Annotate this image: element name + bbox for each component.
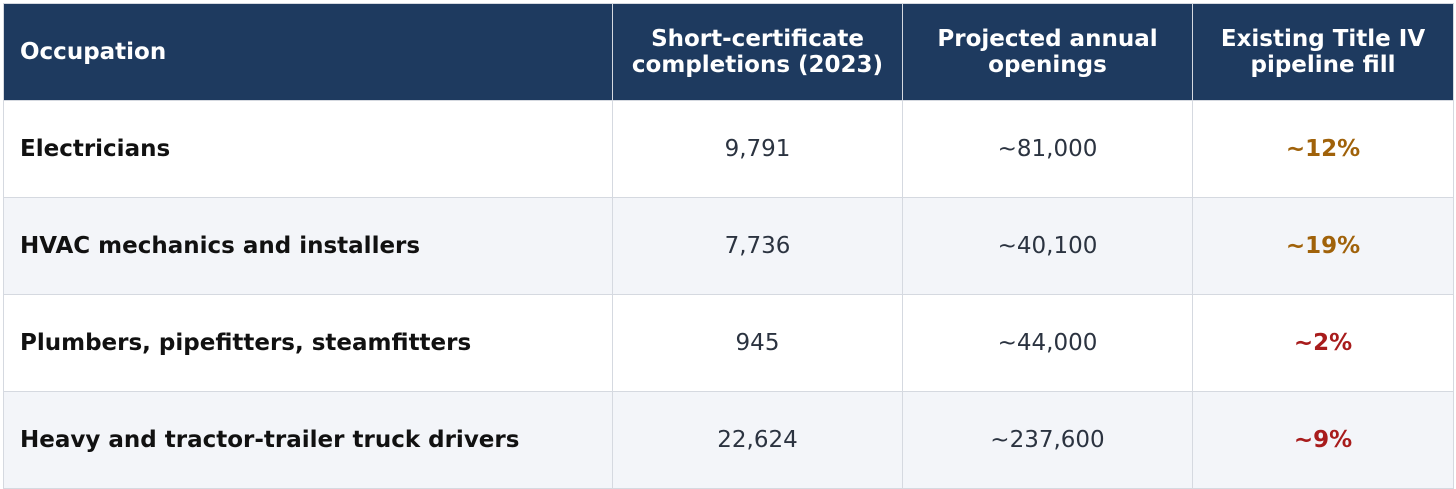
occupation-cell: Plumbers, pipefitters, steamfitters xyxy=(3,294,613,392)
openings-cell: ~40,100 xyxy=(902,197,1193,295)
table-row: Electricians 9,791 ~81,000 ~12% xyxy=(3,100,1454,198)
header-row: Occupation Short-certificate completions… xyxy=(3,3,1454,101)
openings-cell: ~81,000 xyxy=(902,100,1193,198)
table-row: Heavy and tractor-trailer truck drivers … xyxy=(3,391,1454,489)
data-table: Occupation Short-certificate completions… xyxy=(3,3,1454,489)
pipeline-fill-cell: ~9% xyxy=(1192,391,1454,489)
completions-cell: 22,624 xyxy=(612,391,903,489)
completions-cell: 7,736 xyxy=(612,197,903,295)
header-cell: Existing Title IV pipeline fill xyxy=(1192,3,1454,101)
header-cell: Occupation xyxy=(3,3,613,101)
occupation-cell: HVAC mechanics and installers xyxy=(3,197,613,295)
openings-cell: ~44,000 xyxy=(902,294,1193,392)
completions-cell: 945 xyxy=(612,294,903,392)
pipeline-fill-cell: ~12% xyxy=(1192,100,1454,198)
header-cell: Projected annual openings xyxy=(902,3,1193,101)
header-cell: Short-certificate completions (2023) xyxy=(612,3,903,101)
table-row: HVAC mechanics and installers 7,736 ~40,… xyxy=(3,197,1454,295)
occupation-cell: Heavy and tractor-trailer truck drivers xyxy=(3,391,613,489)
table-row: Plumbers, pipefitters, steamfitters 945 … xyxy=(3,294,1454,392)
pipeline-fill-cell: ~19% xyxy=(1192,197,1454,295)
occupation-cell: Electricians xyxy=(3,100,613,198)
completions-cell: 9,791 xyxy=(612,100,903,198)
pipeline-fill-cell: ~2% xyxy=(1192,294,1454,392)
openings-cell: ~237,600 xyxy=(902,391,1193,489)
